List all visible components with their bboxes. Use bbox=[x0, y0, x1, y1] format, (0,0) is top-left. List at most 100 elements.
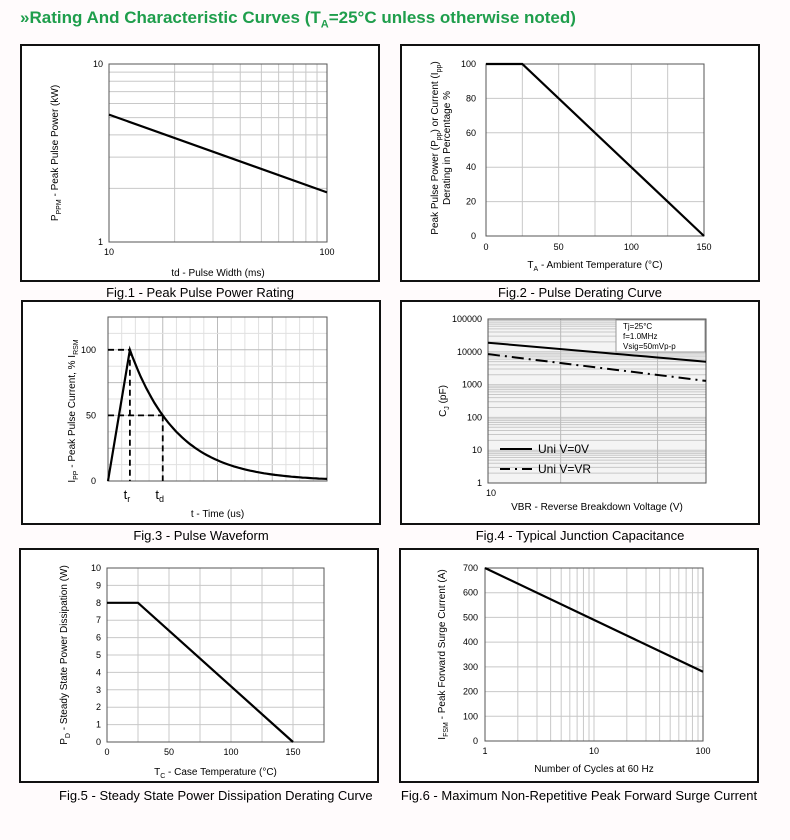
title-marker: » bbox=[20, 8, 30, 27]
fig1-xlabel: td - Pulse Width (ms) bbox=[171, 268, 264, 279]
title-end: =25°C unless otherwise noted) bbox=[328, 8, 576, 27]
fig3-xlabel: t - Time (us) bbox=[191, 509, 244, 520]
fig2-ylabel-part: Peak Pulse Power (P bbox=[430, 140, 441, 235]
fig4-caption: Fig.4 - Typical Junction Capacitance bbox=[475, 528, 685, 543]
fig4-xlabel: VBR - Reverse Breakdown Voltage (V) bbox=[511, 502, 683, 513]
fig2-series-line bbox=[486, 62, 705, 237]
fig4-annotation-box bbox=[615, 319, 706, 353]
fig4-ylabel-part: (pF) bbox=[438, 385, 449, 406]
fig5-ylabel-sub: D bbox=[65, 733, 72, 738]
fig2-xtick-label: 100 bbox=[624, 242, 639, 252]
fig2-ylabel-sub: pp bbox=[436, 65, 443, 73]
fig6-xtick-label: 100 bbox=[695, 746, 710, 756]
fig1-series-line bbox=[108, 113, 328, 194]
fig1-ytick-label: 10 bbox=[93, 59, 103, 69]
fig5-ytick-label: 3 bbox=[96, 685, 101, 695]
fig5-xtick-label: 0 bbox=[104, 747, 109, 757]
fig2-ylabel-part: ) bbox=[430, 61, 441, 64]
fig6-ytick-label: 200 bbox=[463, 687, 478, 697]
fig6-ytick-label: 700 bbox=[463, 563, 478, 573]
fig5-plot-frame bbox=[106, 567, 325, 743]
fig4-chart: 10 1 10 100 1000 10000 100000 Tj=25°Cf=1.0MHzVs… bbox=[438, 314, 707, 513]
fig2-ytick-label: 80 bbox=[466, 93, 476, 103]
fig2-ytick-label: 60 bbox=[466, 128, 476, 138]
page-title: »Rating And Characteristic Curves (TA=25… bbox=[20, 8, 576, 30]
fig3-series-line bbox=[106, 345, 328, 482]
fig3-ylabel-sub: PP bbox=[73, 470, 80, 480]
fig1-plot-frame bbox=[108, 63, 328, 243]
fig5-series-line bbox=[107, 601, 294, 743]
fig1-ylabel-part: P bbox=[50, 214, 61, 221]
fig3-ytick-label: 50 bbox=[86, 410, 96, 420]
fig4-legend-label: Uni V=0V bbox=[538, 442, 589, 456]
fig2-xtick-label: 150 bbox=[696, 242, 711, 252]
fig1-xlabel-part: td - Pulse Width (ms) bbox=[171, 268, 264, 279]
fig4-ytick-label: 1 bbox=[477, 478, 482, 488]
fig3-marker-label: td bbox=[155, 487, 164, 504]
fig2-ylabel-sub: pp bbox=[436, 132, 443, 140]
fig3-ylabel-sub: RSM bbox=[73, 339, 80, 355]
fig5-xlabel: TC - Case Temperature (°C) bbox=[154, 767, 277, 780]
fig4-annotation-text: Vsig=50mVp-p bbox=[623, 342, 676, 351]
fig4-ytick-label: 1000 bbox=[462, 380, 482, 390]
fig5-xlabel-part: T bbox=[154, 767, 160, 778]
fig2-ylabel-line2: Derating in Percentage % bbox=[442, 91, 453, 205]
fig4-ylabel: CJ (pF) bbox=[438, 385, 451, 417]
fig6-ytick-label: 100 bbox=[463, 711, 478, 721]
fig6-caption: Fig.6 - Maximum Non-Repetitive Peak Forw… bbox=[400, 788, 758, 803]
fig3-caption: Fig.3 - Pulse Waveform bbox=[133, 528, 269, 543]
fig5-xtick-label: 100 bbox=[223, 747, 238, 757]
fig4-annotation-text: f=1.0MHz bbox=[623, 332, 657, 341]
fig1-caption: Fig.1 - Peak Pulse Power Rating bbox=[106, 285, 294, 300]
fig2-ytick-label: 40 bbox=[466, 162, 476, 172]
fig1-ytick-label: 1 bbox=[98, 237, 103, 247]
fig6-xtick-label: 1 bbox=[482, 746, 487, 756]
fig1-panel: 10 100 1 10 td - Pulse Width (ms) PPPM - Peak… bbox=[20, 44, 380, 282]
fig5-caption: Fig.5 - Steady State Power Dissipation D… bbox=[59, 788, 373, 803]
fig5-ytick-label: 2 bbox=[96, 702, 101, 712]
fig5-ylabel-part: P bbox=[59, 738, 70, 745]
fig5-ytick-label: 8 bbox=[96, 598, 101, 608]
title-main: Rating And Characteristic Curves (T bbox=[29, 8, 321, 27]
fig6-plot-frame bbox=[484, 567, 704, 742]
fig6-xtick-label: 10 bbox=[589, 746, 599, 756]
fig5-ytick-label: 9 bbox=[96, 580, 101, 590]
fig5-chart: 0 50 100 150 0 1 2 3 4 5 6 7 8 9 10 TC - Case Temperatu… bbox=[59, 563, 325, 780]
title-subscript: A bbox=[320, 18, 329, 31]
fig4-ylabel-sub: J bbox=[444, 406, 451, 410]
fig6-chart: 1 10 100 0 100 200 300 400 500 600 700 Number of Cy… bbox=[437, 563, 711, 775]
fig6-ytick-label: 500 bbox=[463, 612, 478, 622]
fig2-panel: 0 50 100 150 0 20 40 60 80 100 TA - Ambient Temper… bbox=[400, 44, 760, 282]
fig5-ytick-label: 10 bbox=[91, 563, 101, 573]
fig4-ylabel-part: C bbox=[438, 410, 449, 417]
fig3-ylabel-part: I bbox=[67, 480, 78, 483]
fig4-ytick-label: 100000 bbox=[452, 314, 482, 324]
fig5-ylabel-part: - Steady State Power Dissipation (W) bbox=[59, 565, 70, 733]
fig2-caption: Fig.2 - Pulse Derating Curve bbox=[497, 285, 662, 300]
fig2-xtick-label: 50 bbox=[554, 242, 564, 252]
fig6-panel: 1 10 100 0 100 200 300 400 500 600 700 Number of Cy… bbox=[399, 548, 759, 783]
fig3-panel: 0 50 100 tr td t - Time (us) IPP - Peak Pulse … bbox=[21, 300, 381, 525]
fig2-xlabel-part: T bbox=[527, 260, 533, 271]
fig1-xtick-label: 100 bbox=[319, 247, 334, 257]
fig4-xtick-label: 10 bbox=[486, 488, 496, 498]
fig5-xlabel-part: - Case Temperature (°C) bbox=[165, 767, 277, 778]
fig4-xlabel-part: VBR - Reverse Breakdown Voltage (V) bbox=[511, 502, 683, 513]
fig5-ytick-label: 6 bbox=[96, 633, 101, 643]
fig1-ylabel: PPPM - Peak Pulse Power (kW) bbox=[50, 85, 63, 221]
fig5-xtick-label: 150 bbox=[285, 747, 300, 757]
fig4-ytick-label: 10 bbox=[472, 445, 482, 455]
fig6-ytick-label: 600 bbox=[463, 588, 478, 598]
fig6-ytick-label: 0 bbox=[473, 736, 478, 746]
fig6-xlabel: Number of Cycles at 60 Hz bbox=[534, 764, 654, 775]
fig2-ytick-label: 100 bbox=[461, 59, 476, 69]
fig2-xlabel: TA - Ambient Temperature (°C) bbox=[527, 260, 662, 273]
fig5-ytick-label: 0 bbox=[96, 737, 101, 747]
fig4-ytick-label: 100 bbox=[467, 412, 482, 422]
fig5-panel: 0 50 100 150 0 1 2 3 4 5 6 7 8 9 10 TC - Case Temperatu… bbox=[19, 548, 379, 783]
fig4-ytick-label: 10000 bbox=[457, 347, 482, 357]
fig1-xtick-label: 10 bbox=[104, 247, 114, 257]
fig3-ytick-label: 0 bbox=[91, 476, 96, 486]
fig2-xlabel-part: - Ambient Temperature (°C) bbox=[538, 260, 662, 271]
